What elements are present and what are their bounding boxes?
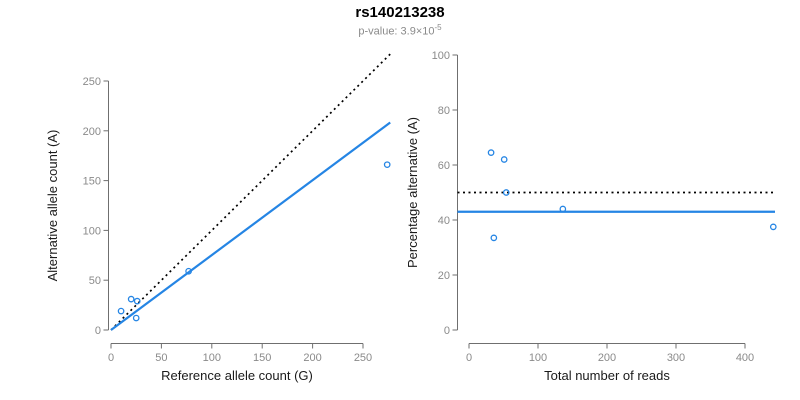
data-point xyxy=(769,223,777,231)
x-tick-label: 250 xyxy=(354,352,372,364)
x-tick-label: 0 xyxy=(108,352,114,364)
data-point xyxy=(133,297,141,305)
y-tick-label: 80 xyxy=(438,105,450,117)
x-axis-title: Reference allele count (G) xyxy=(161,368,313,383)
pvalue-exponent: -5 xyxy=(434,23,442,32)
pvalue-text: p-value: 3.9×10 xyxy=(358,25,435,38)
y-tick-label: 100 xyxy=(432,50,450,62)
y-axis-title: Alternative allele count (A) xyxy=(45,130,60,282)
data-point xyxy=(490,234,498,242)
y-tick-label: 60 xyxy=(438,160,450,172)
page-title: rs140213238 xyxy=(355,4,445,21)
y-tick-label: 100 xyxy=(83,225,101,237)
data-point xyxy=(500,156,508,163)
data-point xyxy=(127,295,135,303)
y-tick-label: 20 xyxy=(438,270,450,282)
x-tick-label: 300 xyxy=(667,352,685,364)
identity-50pct-line xyxy=(110,53,391,331)
fitted-ratio-line xyxy=(110,121,391,331)
y-tick-label: 250 xyxy=(83,76,101,88)
x-tick-label: 100 xyxy=(529,352,547,364)
data-point xyxy=(487,149,495,156)
y-tick-label: 0 xyxy=(444,325,450,337)
data-point xyxy=(383,161,391,169)
y-tick-label: 40 xyxy=(438,215,450,227)
y-tick-label: 50 xyxy=(89,275,101,287)
x-tick-label: 100 xyxy=(203,352,221,364)
data-point xyxy=(559,205,567,213)
data-point xyxy=(132,314,140,322)
data-point xyxy=(185,267,192,275)
x-tick-label: 400 xyxy=(736,352,754,364)
x-tick-label: 50 xyxy=(155,352,167,364)
x-tick-label: 0 xyxy=(466,352,472,364)
y-tick-label: 150 xyxy=(83,176,101,188)
x-tick-label: 150 xyxy=(253,352,271,364)
y-axis-title: Percentage alternative (A) xyxy=(405,117,420,268)
x-tick-label: 200 xyxy=(303,352,321,364)
pvalue-subtitle: p-value: 3.9×10-5 xyxy=(0,23,800,38)
data-point xyxy=(502,189,510,196)
data-point xyxy=(117,307,125,315)
x-axis-title: Total number of reads xyxy=(544,368,670,383)
y-tick-label: 200 xyxy=(83,126,101,138)
x-tick-label: 200 xyxy=(598,352,616,364)
y-tick-label: 0 xyxy=(95,325,101,337)
